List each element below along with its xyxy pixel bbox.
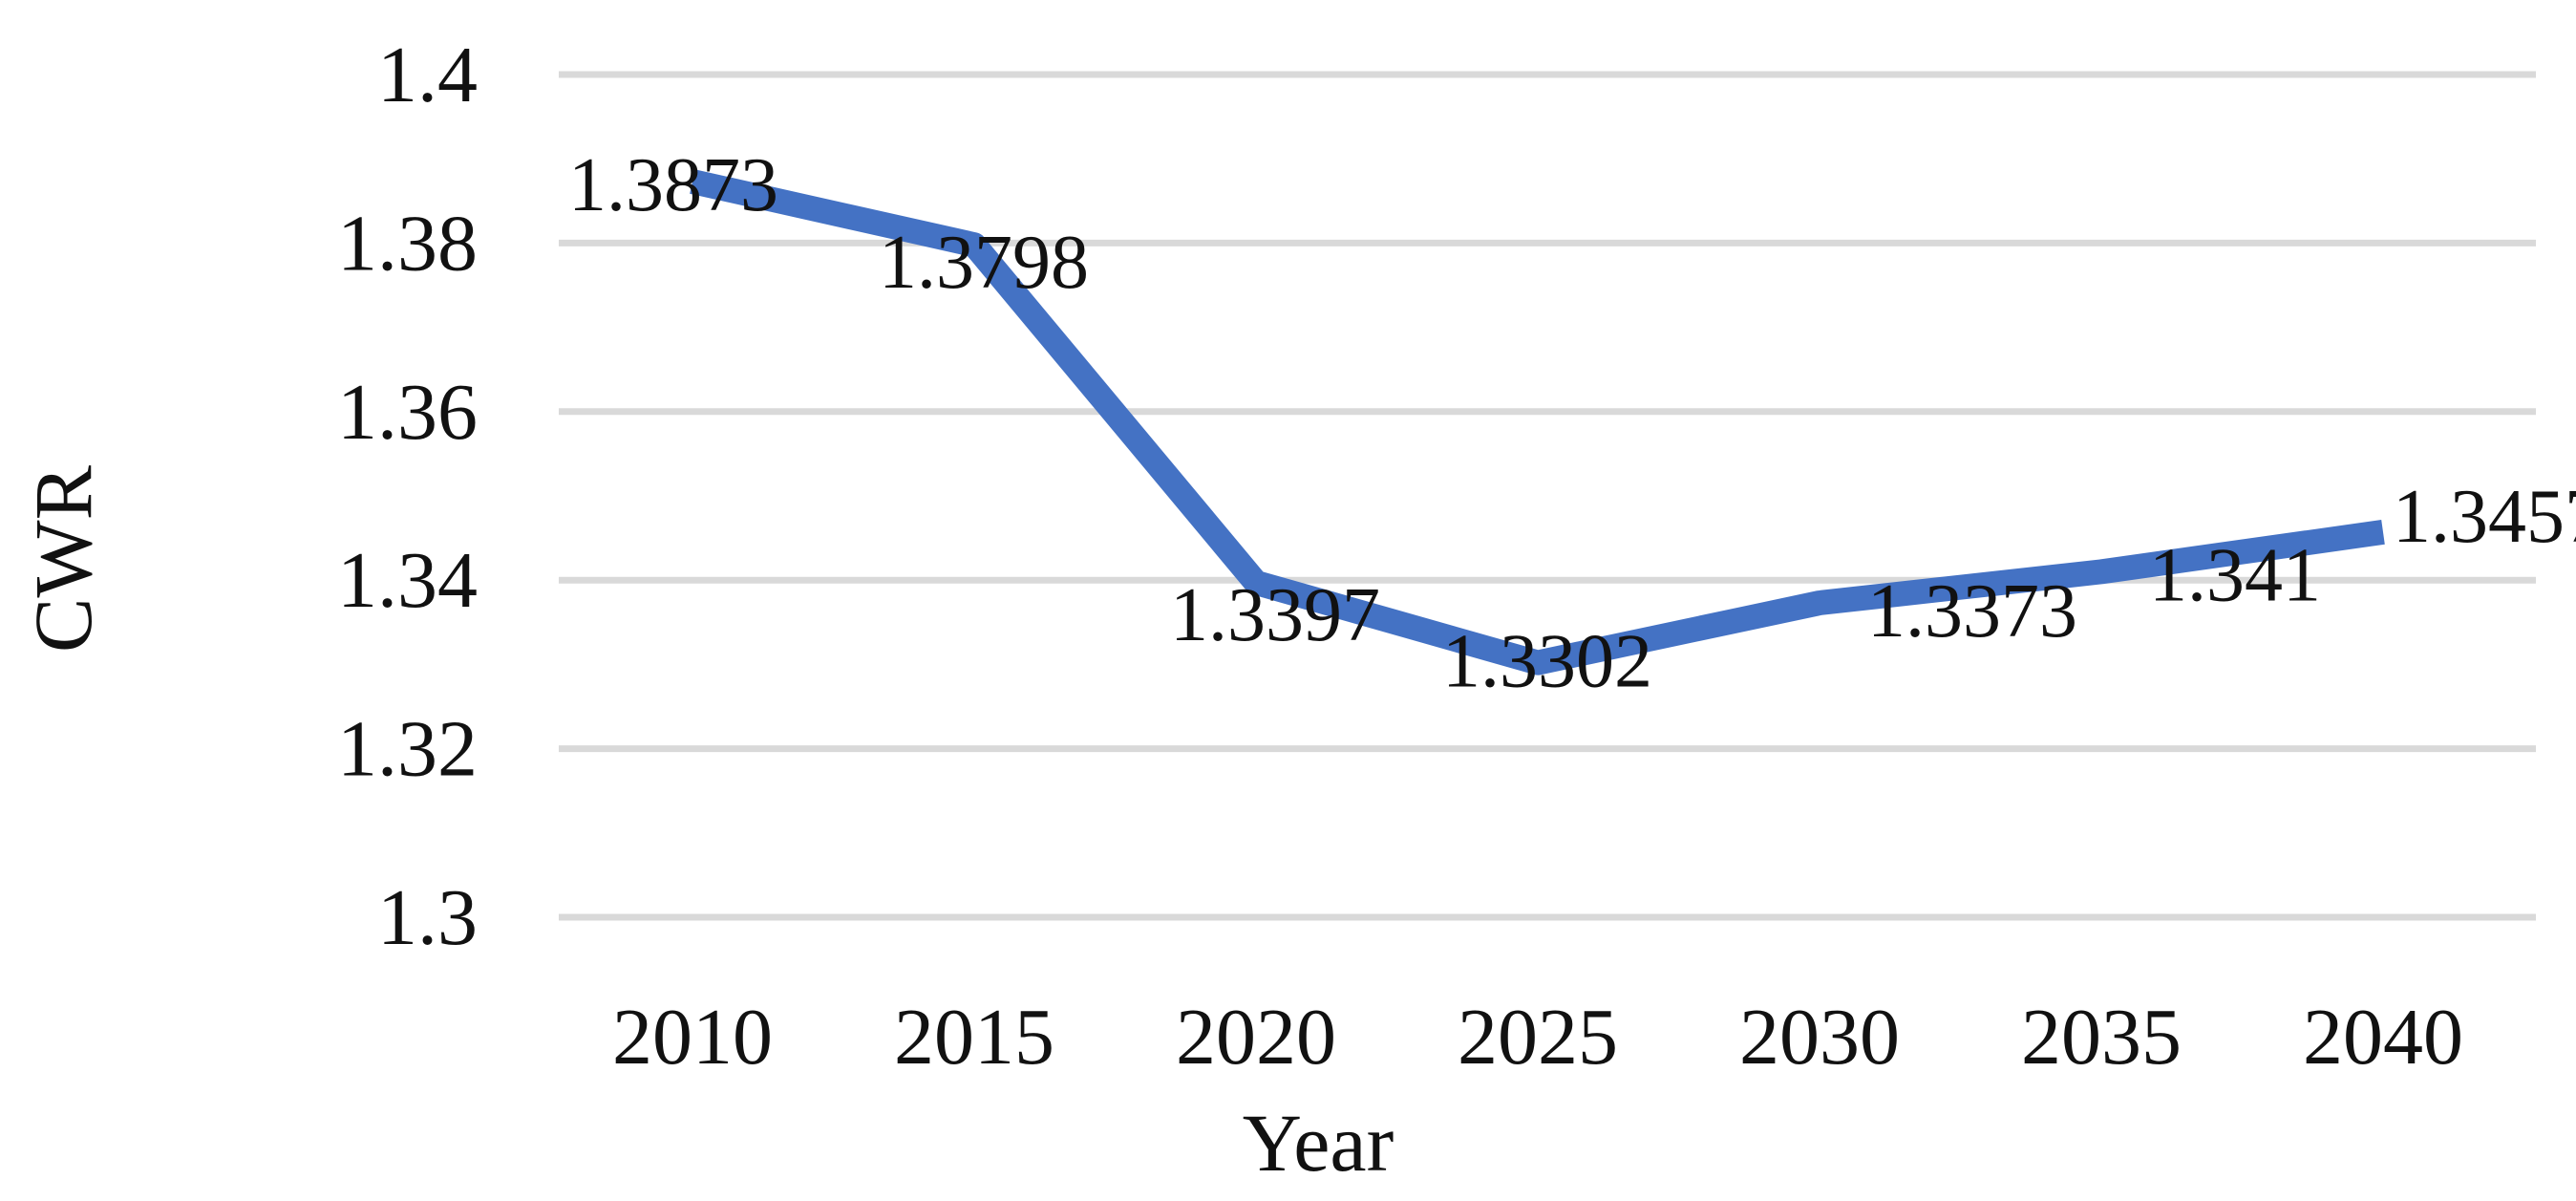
y-tick-label: 1.4 [377,31,478,119]
data-label: 1.3457 [2393,475,2576,559]
data-label: 1.341 [2149,533,2321,617]
y-tick-label: 1.32 [337,705,478,794]
y-tick-label: 1.3 [377,873,478,962]
x-tick-label: 2030 [1739,993,1900,1082]
y-axis-ticks: 1.3 1.32 1.34 1.36 1.38 1.4 [337,31,478,962]
data-label: 1.3302 [1442,620,1652,704]
data-label: 1.3373 [1867,569,2077,654]
x-tick-label: 2025 [1458,993,1618,1082]
x-tick-label: 2015 [894,993,1054,1082]
y-tick-label: 1.34 [337,536,478,625]
data-label: 1.3798 [879,221,1089,305]
data-label: 1.3873 [568,143,778,227]
series-cwr [690,169,2385,676]
x-tick-label: 2035 [2021,993,2182,1082]
series-line [690,169,2385,676]
x-axis-ticks: 2010 2015 2020 2025 2030 2035 2040 [612,993,2463,1082]
y-axis-title: CWR [17,464,109,653]
y-tick-label: 1.36 [337,368,478,457]
x-tick-label: 2010 [612,993,773,1082]
data-labels: 1.3873 1.3798 1.3397 1.3302 1.3373 1.341 1.345… [568,143,2576,704]
y-tick-label: 1.38 [337,199,478,288]
x-tick-label: 2020 [1176,993,1336,1082]
data-label: 1.3397 [1170,573,1380,657]
x-tick-label: 2040 [2303,993,2463,1082]
x-axis-title: Year [1243,1097,1394,1189]
gridlines [559,71,2536,921]
